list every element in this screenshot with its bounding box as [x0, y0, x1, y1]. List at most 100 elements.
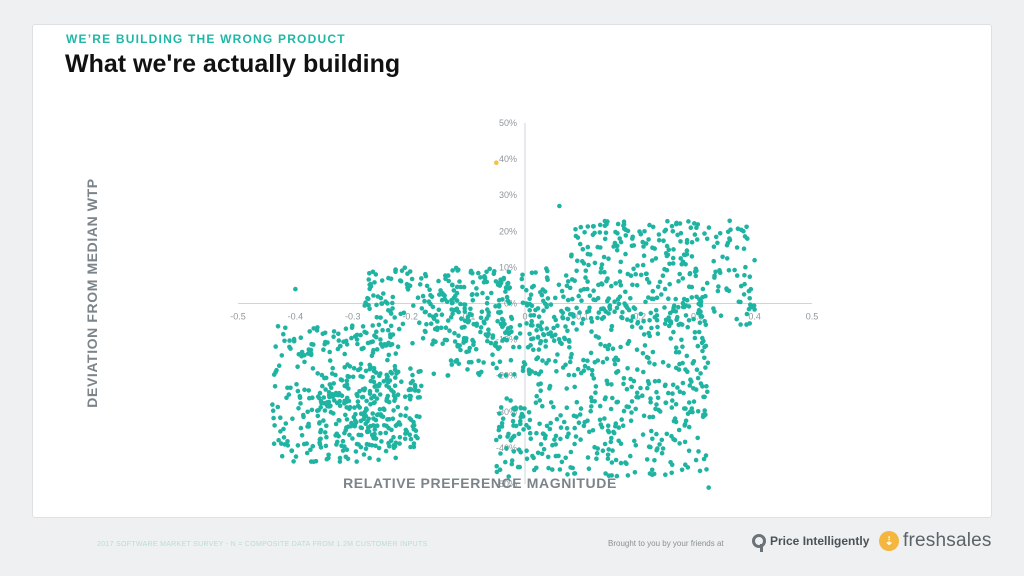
data-point — [517, 344, 522, 350]
data-point — [317, 390, 323, 396]
data-point — [541, 446, 547, 452]
data-point — [367, 271, 372, 276]
data-point — [305, 409, 311, 415]
data-point — [665, 252, 671, 258]
data-point — [566, 372, 572, 378]
data-point — [582, 230, 587, 235]
data-point — [446, 278, 452, 284]
data-point — [271, 415, 276, 421]
data-point — [374, 315, 380, 320]
data-point — [336, 392, 341, 398]
data-point — [285, 443, 291, 448]
data-point — [465, 319, 471, 325]
data-point — [353, 449, 359, 454]
data-point — [555, 352, 560, 357]
data-point — [634, 394, 639, 400]
data-point — [317, 442, 323, 447]
data-point — [694, 367, 700, 373]
y-tick-label: 40% — [499, 154, 517, 164]
x-tick-label: -0.3 — [345, 312, 361, 322]
data-point — [588, 252, 593, 257]
data-point — [320, 331, 326, 337]
data-point — [570, 296, 575, 302]
data-point — [367, 286, 373, 292]
data-point — [688, 225, 694, 230]
x-tick-label: 0 — [522, 312, 527, 322]
data-point — [588, 395, 594, 400]
data-point — [486, 327, 491, 333]
data-point — [613, 281, 618, 286]
data-point — [662, 229, 667, 234]
data-point — [529, 369, 534, 374]
data-point — [669, 405, 675, 410]
data-point — [695, 310, 701, 316]
data-point — [747, 274, 753, 280]
data-point — [537, 398, 543, 403]
data-point — [420, 293, 426, 299]
data-point — [387, 378, 393, 383]
data-point — [411, 444, 417, 450]
data-point — [602, 236, 608, 242]
data-point — [567, 345, 572, 350]
data-point — [417, 395, 423, 400]
data-point — [565, 328, 570, 334]
data-point — [469, 359, 474, 365]
data-point — [456, 361, 462, 367]
data-point — [565, 297, 571, 303]
data-point — [640, 239, 645, 245]
data-point — [599, 424, 605, 430]
data-point — [685, 411, 691, 417]
data-point — [510, 418, 516, 424]
data-point — [459, 316, 464, 322]
data-point — [366, 416, 372, 422]
data-point — [623, 233, 629, 238]
data-point — [439, 291, 444, 297]
data-point — [617, 269, 623, 274]
data-point — [589, 368, 595, 373]
data-point — [490, 352, 495, 358]
price-intelligently-icon — [752, 534, 766, 552]
data-point — [596, 310, 602, 315]
data-point — [342, 351, 348, 357]
data-point — [697, 468, 703, 474]
data-point — [651, 471, 657, 477]
data-point — [520, 368, 526, 374]
data-point — [734, 245, 740, 250]
data-point — [662, 286, 668, 292]
data-point — [511, 344, 516, 350]
data-point — [694, 294, 699, 300]
data-point — [652, 379, 658, 384]
data-point — [321, 418, 326, 423]
data-point — [647, 414, 652, 420]
data-point — [680, 304, 686, 310]
data-point — [331, 329, 337, 334]
data-point — [679, 337, 684, 343]
data-point — [503, 372, 509, 378]
data-point — [704, 280, 710, 286]
data-point — [669, 470, 674, 476]
data-point — [500, 338, 505, 343]
data-point — [655, 284, 661, 290]
data-point — [480, 290, 485, 296]
data-point — [682, 421, 688, 427]
outlier-point — [752, 257, 757, 263]
data-point — [617, 279, 623, 284]
data-point — [282, 338, 287, 344]
data-point — [605, 346, 611, 352]
data-point — [393, 269, 398, 275]
data-point — [690, 409, 695, 415]
data-point — [623, 251, 628, 257]
data-point — [386, 425, 392, 431]
data-point — [406, 282, 412, 288]
data-point — [554, 416, 560, 422]
data-point — [450, 282, 455, 288]
data-point — [445, 318, 451, 323]
data-point — [704, 467, 709, 472]
data-point — [660, 359, 666, 365]
data-point — [440, 341, 446, 347]
data-point — [408, 444, 413, 450]
data-point — [600, 306, 606, 311]
data-point — [449, 300, 455, 306]
data-point — [442, 337, 448, 343]
data-point — [599, 281, 604, 286]
